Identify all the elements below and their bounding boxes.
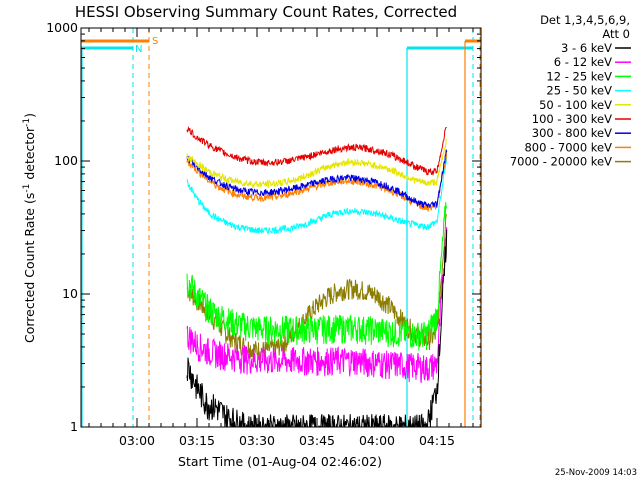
chart-title: HESSI Observing Summary Count Rates, Cor… <box>75 3 457 21</box>
night-label: N <box>135 44 142 55</box>
legend-label-0: 3 - 6 keV <box>561 41 612 55</box>
x-tick-label-3: 03:45 <box>299 433 335 448</box>
x-tick-label-0: 03:00 <box>119 433 155 448</box>
y-axis-label-sup2: -1 <box>22 118 32 127</box>
y-axis-label-sup1: -1 <box>22 184 32 193</box>
legend-label-3: 25 - 50 keV <box>546 84 612 98</box>
saa-night-markers: NS <box>81 28 481 427</box>
y-axis-label-end: ) <box>22 113 37 118</box>
x-tick-label-1: 03:15 <box>179 433 215 448</box>
series-line-4 <box>186 138 448 189</box>
legend-header-1: Det 1,3,4,5,6,9, <box>540 13 630 27</box>
legend-label-1: 6 - 12 keV <box>554 55 612 69</box>
legend-label-7: 800 - 7000 keV <box>524 140 612 154</box>
legend-header-2: Att 0 <box>602 27 630 41</box>
y-axis-label-main: Corrected Count Rate (s <box>22 193 37 343</box>
footer-date: 25-Nov-2009 14:03 <box>555 468 637 478</box>
y-axis-label-mid: detector <box>22 126 37 184</box>
x-tick-label-4: 04:00 <box>359 433 395 448</box>
legend-label-6: 300 - 800 keV <box>532 126 612 140</box>
legend-label-5: 100 - 300 keV <box>532 112 612 126</box>
series-group <box>186 126 448 427</box>
series-line-2 <box>186 202 448 351</box>
y-tick-label-1: 10 <box>62 286 78 301</box>
y-tick-label-2: 100 <box>54 153 78 168</box>
series-line-3 <box>186 154 448 235</box>
y-tick-label-3: 1000 <box>46 20 78 35</box>
x-tick-label-2: 03:30 <box>239 433 275 448</box>
y-axis-label: Corrected Count Rate (s-1 detector-1) <box>22 113 37 343</box>
legend-label-4: 50 - 100 keV <box>539 98 612 112</box>
series-line-8 <box>186 213 448 361</box>
legend-label-8: 7000 - 20000 keV <box>510 155 612 169</box>
series-line-5 <box>186 126 448 176</box>
x-axis-label: Start Time (01-Aug-04 02:46:02) <box>178 454 382 469</box>
legend-label-2: 12 - 25 keV <box>546 69 612 83</box>
x-tick-label-5: 04:15 <box>419 433 455 448</box>
axes-group: 03:00 03:15 03:30 03:45 04:00 04:15 1 10 100 1000 <box>46 20 481 448</box>
series-line-1 <box>186 226 448 384</box>
saa-label: S <box>152 36 158 47</box>
series-line-6 <box>186 149 448 209</box>
y-tick-label-0: 1 <box>70 419 78 434</box>
